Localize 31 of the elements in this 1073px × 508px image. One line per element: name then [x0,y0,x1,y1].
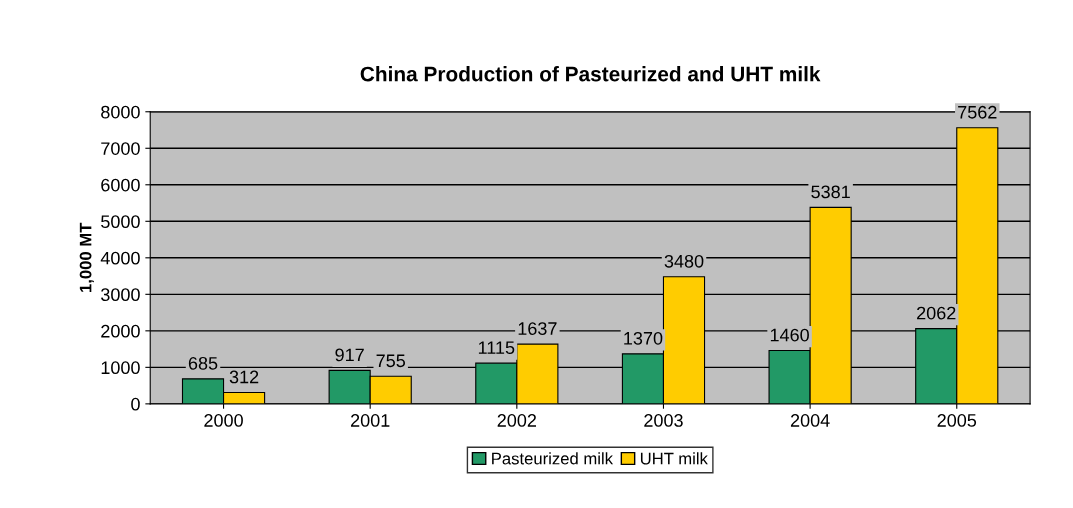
y-tick-label: 4000 [100,251,140,265]
x-tick-label: 2001 [351,414,390,427]
data-label: 1370 [624,331,663,345]
data-label: 685 [188,356,218,370]
data-label: 1637 [518,322,557,335]
legend-label: UHT milk [640,452,708,465]
x-tick-label: 2005 [937,414,977,427]
x-tick-label: 2004 [790,414,830,427]
y-tick-label: 0 [131,397,140,411]
data-label: 5381 [811,185,850,199]
y-tick-label: 5000 [101,215,140,229]
data-label: 3480 [664,254,704,268]
y-tick-label: 3000 [101,288,140,302]
y-tick-label: 7000 [101,142,140,155]
x-tick-label: 2000 [204,414,243,427]
chart-title: China Production of Pasteurized and UHT milk [360,66,821,82]
data-label: 7562 [958,105,997,119]
data-label: 1460 [770,328,809,342]
y-tick-label: 2000 [101,324,140,338]
data-label: 1115 [478,341,515,355]
y-tick-label: 8000 [101,105,140,119]
data-label: 917 [335,348,364,362]
y-axis-title: 1,000 MT [79,222,94,292]
x-tick-label: 2002 [497,414,537,427]
data-label: 312 [229,370,259,384]
data-label: 755 [376,354,406,368]
legend-label: Pasteurized milk [492,452,614,465]
x-tick-label: 2003 [644,414,683,427]
y-tick-label: 1000 [101,361,140,375]
y-tick-label: 6000 [101,178,140,192]
data-label: 2062 [917,306,956,320]
